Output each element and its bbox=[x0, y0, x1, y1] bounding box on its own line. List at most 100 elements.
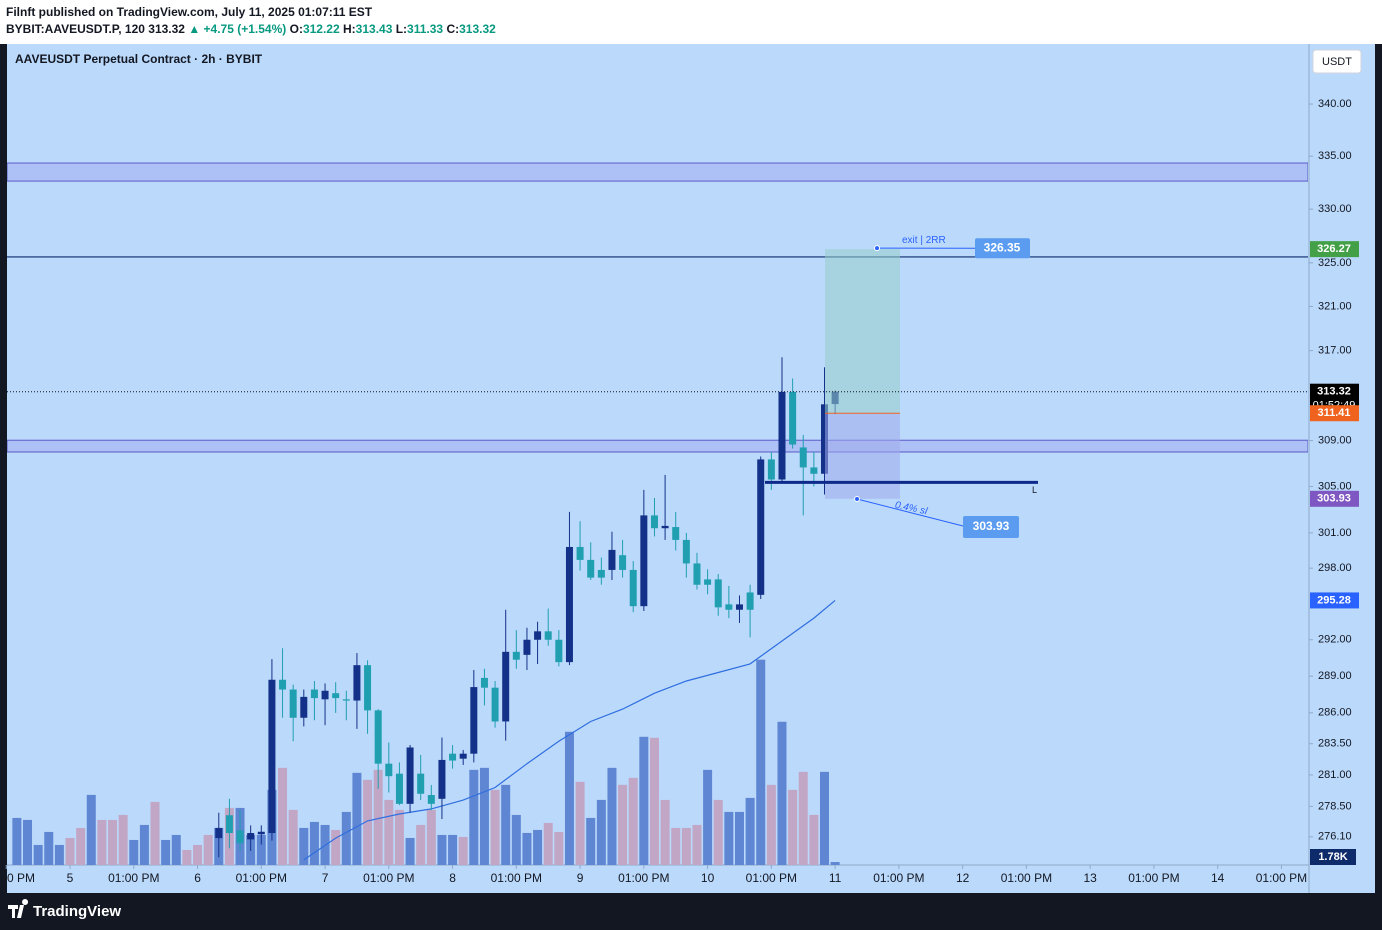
candle-body bbox=[427, 795, 435, 804]
y-tick-label: 301.00 bbox=[1318, 527, 1352, 539]
brand-icon bbox=[8, 899, 29, 918]
volume-tag-label: 1.78K bbox=[1318, 851, 1347, 863]
volume-bar bbox=[309, 821, 319, 865]
candle-body bbox=[757, 459, 765, 595]
ohlc-key: C: bbox=[446, 22, 460, 36]
y-tick-label: 283.50 bbox=[1318, 738, 1352, 750]
note-anchor bbox=[854, 496, 860, 502]
volume-bar bbox=[830, 862, 840, 865]
note-anchor bbox=[874, 245, 880, 252]
volume-bar bbox=[426, 809, 436, 865]
volume-bar bbox=[596, 799, 606, 865]
candle-body bbox=[587, 559, 595, 578]
y-tick-label: 278.50 bbox=[1318, 800, 1352, 812]
volume-bar bbox=[437, 834, 447, 865]
note-line bbox=[856, 498, 964, 527]
y-tick-label: 335.00 bbox=[1318, 150, 1352, 162]
volume-bar bbox=[522, 832, 532, 865]
volume-bar bbox=[193, 844, 203, 865]
volume-bar bbox=[777, 721, 787, 865]
volume-bar bbox=[171, 834, 181, 865]
x-tick-label: 01:00 PM bbox=[1001, 871, 1052, 885]
price-tag bbox=[1310, 405, 1359, 422]
price-tag bbox=[1310, 241, 1359, 258]
y-tick-label: 340.00 bbox=[1318, 98, 1352, 110]
candle-body bbox=[310, 689, 318, 699]
candle-body bbox=[650, 515, 658, 529]
moving-average bbox=[303, 599, 836, 861]
support-label: L bbox=[1032, 485, 1037, 495]
volume-bar bbox=[86, 794, 96, 865]
x-tick-label: 7 bbox=[322, 871, 329, 885]
candle-body bbox=[480, 677, 488, 688]
volume-bar bbox=[479, 767, 489, 865]
price-tag-label: 326.27 bbox=[1317, 243, 1351, 255]
x-tick-label: 01:00 PM bbox=[618, 871, 669, 885]
volume-bar bbox=[33, 844, 43, 865]
x-tick-label: 9 bbox=[577, 871, 584, 885]
volume-bar bbox=[278, 767, 288, 865]
volume-bar bbox=[54, 844, 64, 865]
volume-bar bbox=[501, 784, 511, 865]
brand-logo: TradingView bbox=[8, 899, 121, 920]
chart-title: AAVEUSDT Perpetual Contract · 2h · BYBIT bbox=[15, 52, 263, 66]
x-tick-label: 5 bbox=[67, 871, 74, 885]
note-box bbox=[963, 516, 1019, 538]
ohlc-value: 313.43 bbox=[355, 22, 393, 36]
volume-bar bbox=[724, 811, 734, 865]
y-tick-label: 325.00 bbox=[1318, 257, 1352, 269]
currency-button[interactable] bbox=[1312, 49, 1362, 74]
candle-body bbox=[778, 391, 786, 480]
footer: TradingView bbox=[0, 893, 1382, 930]
x-tick-label: 01:00 PM bbox=[1128, 871, 1179, 885]
volume-bar bbox=[756, 659, 766, 865]
volume-bar bbox=[108, 819, 118, 865]
candle-body bbox=[619, 555, 627, 570]
volume-bar bbox=[564, 731, 574, 865]
candle-body bbox=[395, 773, 403, 804]
candle-body bbox=[704, 579, 712, 585]
candle-body bbox=[725, 604, 733, 610]
volume-bar bbox=[734, 811, 744, 865]
volume-bar bbox=[628, 777, 638, 865]
volume-bar bbox=[713, 799, 723, 865]
candle-body bbox=[459, 753, 467, 759]
candle-body bbox=[735, 604, 743, 610]
ohlc-value: 311.33 bbox=[407, 22, 444, 36]
candle-body bbox=[565, 546, 573, 663]
candle-body bbox=[512, 651, 520, 660]
volume-bar bbox=[649, 737, 659, 865]
volume-bar bbox=[341, 811, 351, 865]
x-tick-label: 01:00 PM bbox=[108, 871, 159, 885]
volume-bar bbox=[798, 771, 808, 865]
volume-bar bbox=[97, 819, 107, 865]
x-tick-label: 01:00 PM bbox=[491, 871, 542, 885]
candle-body bbox=[406, 747, 414, 804]
currency-label[interactable]: USDT bbox=[1322, 56, 1352, 68]
candle-body bbox=[534, 631, 542, 640]
candle-body bbox=[693, 563, 701, 585]
price-tag-label: 311.41 bbox=[1317, 407, 1350, 419]
zone bbox=[7, 439, 1308, 453]
volume-bar bbox=[745, 797, 755, 865]
candle-body bbox=[321, 690, 329, 700]
x-tick-label: 01:00 PM bbox=[363, 871, 414, 885]
x-tick-label: 01:00 PM bbox=[873, 871, 924, 885]
candle-body bbox=[300, 696, 308, 718]
volume-bar bbox=[299, 827, 309, 865]
volume-bar bbox=[575, 781, 585, 865]
volume-bar bbox=[416, 824, 426, 865]
volume-tag bbox=[1310, 849, 1356, 865]
y-tick-label: 298.00 bbox=[1318, 562, 1352, 574]
header: Filnft published on TradingView.com, Jul… bbox=[0, 0, 1382, 44]
candle-body bbox=[820, 404, 828, 474]
volume-bar bbox=[469, 769, 479, 865]
volume-bar bbox=[511, 814, 521, 865]
candle-body bbox=[810, 467, 818, 474]
published: Filnft published on TradingView.com, Jul… bbox=[6, 5, 372, 19]
y-tick-label: 305.00 bbox=[1318, 480, 1352, 492]
published-text: Filnft published on TradingView.com, Jul… bbox=[6, 5, 373, 19]
y-tick-label: 321.00 bbox=[1318, 300, 1352, 312]
